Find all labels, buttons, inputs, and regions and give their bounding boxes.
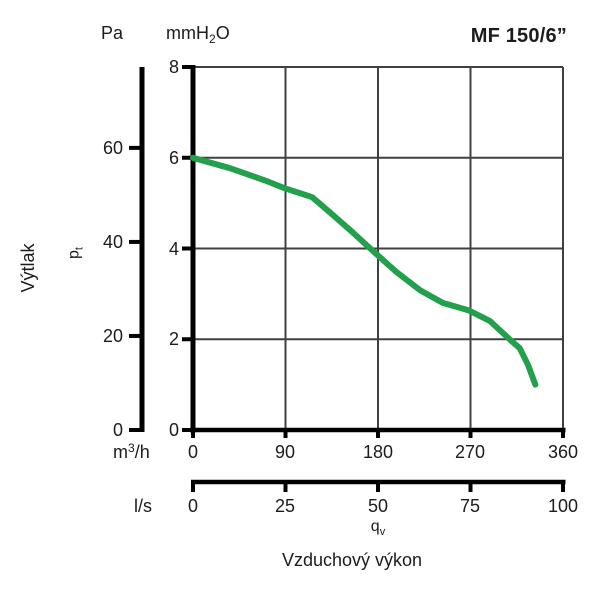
ls-tick-25: 25 [274, 496, 296, 516]
ls-tick-0: 0 [187, 496, 198, 516]
ls-tick-50: 50 [367, 496, 389, 516]
performance-curve [190, 154, 539, 388]
pa-axis [129, 67, 145, 432]
m3h-tick-180: 180 [362, 442, 394, 462]
pa-tick-0: 0 [112, 420, 123, 440]
m3h-tick-0: 0 [187, 442, 198, 462]
m3h-unit-label: m3/h [113, 441, 150, 462]
mmh2o-tick-2: 2 [168, 329, 179, 349]
mmh2o-tick-6: 6 [168, 148, 179, 168]
ls-axis [191, 479, 566, 492]
pa-tick-20: 20 [102, 326, 123, 346]
qv-symbol-label: qv [370, 518, 386, 538]
mmh2o-unit-label: mmH2O [166, 23, 230, 46]
chart-axes [182, 65, 566, 438]
mmh2o-tick-8: 8 [168, 57, 179, 77]
pa-tick-40: 40 [102, 232, 123, 252]
mmh2o-tick-0: 0 [168, 420, 179, 440]
x-axis-caption: Vzduchový výkon [281, 550, 423, 570]
m3h-tick-360: 360 [547, 442, 579, 462]
gridlines [192, 66, 564, 431]
m3h-tick-270: 270 [454, 442, 486, 462]
chart-title: MF 150/6” [470, 25, 567, 47]
y-axis-caption: Výtlak [18, 243, 38, 293]
ls-unit-label: l/s [134, 496, 152, 516]
mmh2o-tick-4: 4 [168, 239, 179, 259]
m3h-tick-90: 90 [274, 442, 296, 462]
ls-tick-100: 100 [547, 496, 579, 516]
pa-unit-label: Pa [100, 23, 124, 43]
pa-tick-60: 60 [102, 138, 123, 158]
ls-tick-75: 75 [459, 496, 481, 516]
